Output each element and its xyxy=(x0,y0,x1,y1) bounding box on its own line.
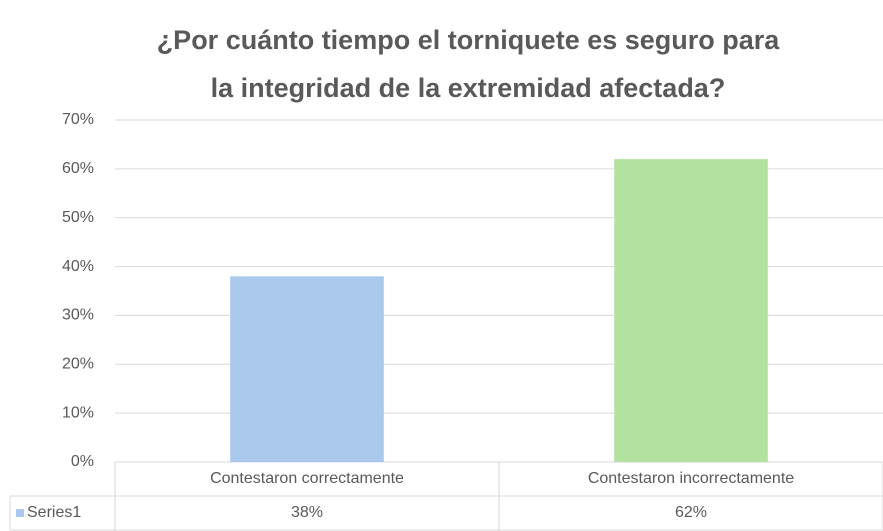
y-tick-label: 30% xyxy=(62,307,94,324)
chart-title: ¿Por cuánto tiempo el torniquete es segu… xyxy=(157,25,781,55)
y-tick-label: 50% xyxy=(62,209,94,226)
bar xyxy=(230,276,384,462)
y-tick-label: 20% xyxy=(62,356,94,373)
bar xyxy=(614,159,768,463)
data-table-value: 62% xyxy=(675,504,707,521)
y-tick-label: 60% xyxy=(62,160,94,177)
y-tick-label: 0% xyxy=(71,453,94,470)
y-tick-label: 40% xyxy=(62,258,94,275)
legend-label: Series1 xyxy=(27,504,81,521)
x-tick-label: Contestaron incorrectamente xyxy=(588,470,794,487)
y-tick-label: 70% xyxy=(62,111,94,128)
data-table-value: 38% xyxy=(291,504,323,521)
x-tick-label: Contestaron correctamente xyxy=(210,470,404,487)
chart-title: la integridad de la extremidad afectada? xyxy=(211,73,726,103)
legend-key xyxy=(16,509,24,517)
y-tick-label: 10% xyxy=(62,404,94,421)
